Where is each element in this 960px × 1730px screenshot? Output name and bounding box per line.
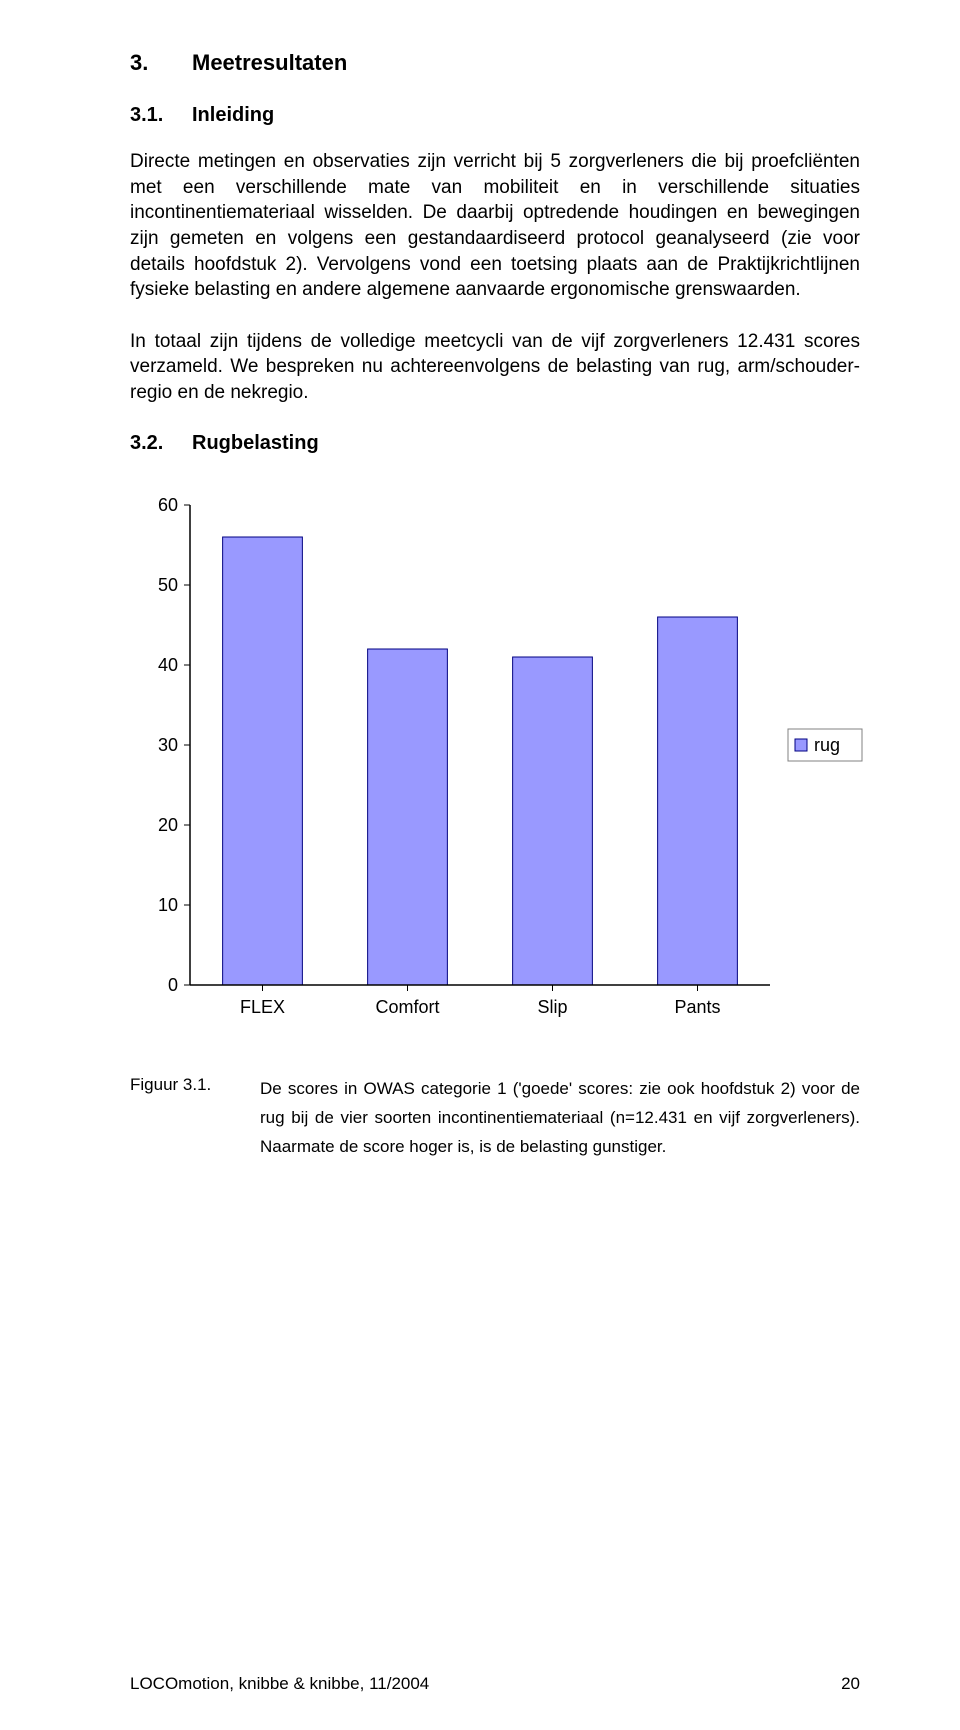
svg-text:Comfort: Comfort: [375, 997, 439, 1017]
heading-3-2: 3.2. Rugbelasting: [130, 432, 860, 455]
figure-label: Figuur 3.1.: [130, 1075, 260, 1095]
heading-3-2-title: Rugbelasting: [192, 432, 319, 455]
footer-page-number: 20: [841, 1674, 860, 1694]
svg-text:20: 20: [158, 815, 178, 835]
figure-caption-row: Figuur 3.1. De scores in OWAS categorie …: [130, 1075, 860, 1162]
svg-text:30: 30: [158, 735, 178, 755]
paragraph-2: In totaal zijn tijdens de volledige meet…: [130, 329, 860, 406]
svg-text:0: 0: [168, 975, 178, 995]
paragraph-1: Directe metingen en observaties zijn ver…: [130, 149, 860, 303]
bar-chart-svg: 0 10 20 30 40 50 60 FLEX Comfort Slip Pants rug: [130, 495, 890, 1035]
page-footer: LOCOmotion, knibbe & knibbe, 11/2004 20: [130, 1674, 860, 1694]
figure-caption: De scores in OWAS categorie 1 ('goede' s…: [260, 1075, 860, 1162]
heading-3-1-number: 3.1.: [130, 104, 192, 127]
svg-text:60: 60: [158, 495, 178, 515]
svg-text:Pants: Pants: [674, 997, 720, 1017]
footer-left: LOCOmotion, knibbe & knibbe, 11/2004: [130, 1674, 429, 1694]
heading-3-2-number: 3.2.: [130, 432, 192, 455]
heading-3-1-title: Inleiding: [192, 104, 274, 127]
svg-text:40: 40: [158, 655, 178, 675]
svg-text:Slip: Slip: [537, 997, 567, 1017]
svg-text:50: 50: [158, 575, 178, 595]
svg-text:10: 10: [158, 895, 178, 915]
heading-3-1: 3.1. Inleiding: [130, 104, 860, 127]
svg-text:rug: rug: [814, 735, 840, 755]
heading-3-title: Meetresultaten: [192, 50, 347, 76]
heading-3: 3. Meetresultaten: [130, 50, 860, 76]
page: 3. Meetresultaten 3.1. Inleiding Directe…: [0, 0, 960, 1730]
bar-chart: 0 10 20 30 40 50 60 FLEX Comfort Slip Pants rug: [130, 495, 860, 1035]
svg-text:FLEX: FLEX: [240, 997, 285, 1017]
heading-3-number: 3.: [130, 50, 192, 76]
